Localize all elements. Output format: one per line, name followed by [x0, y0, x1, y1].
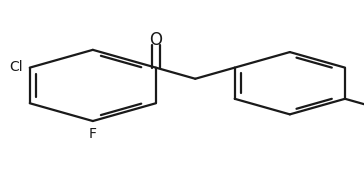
Text: Cl: Cl: [9, 60, 23, 74]
Text: O: O: [149, 31, 162, 49]
Text: F: F: [89, 127, 97, 141]
